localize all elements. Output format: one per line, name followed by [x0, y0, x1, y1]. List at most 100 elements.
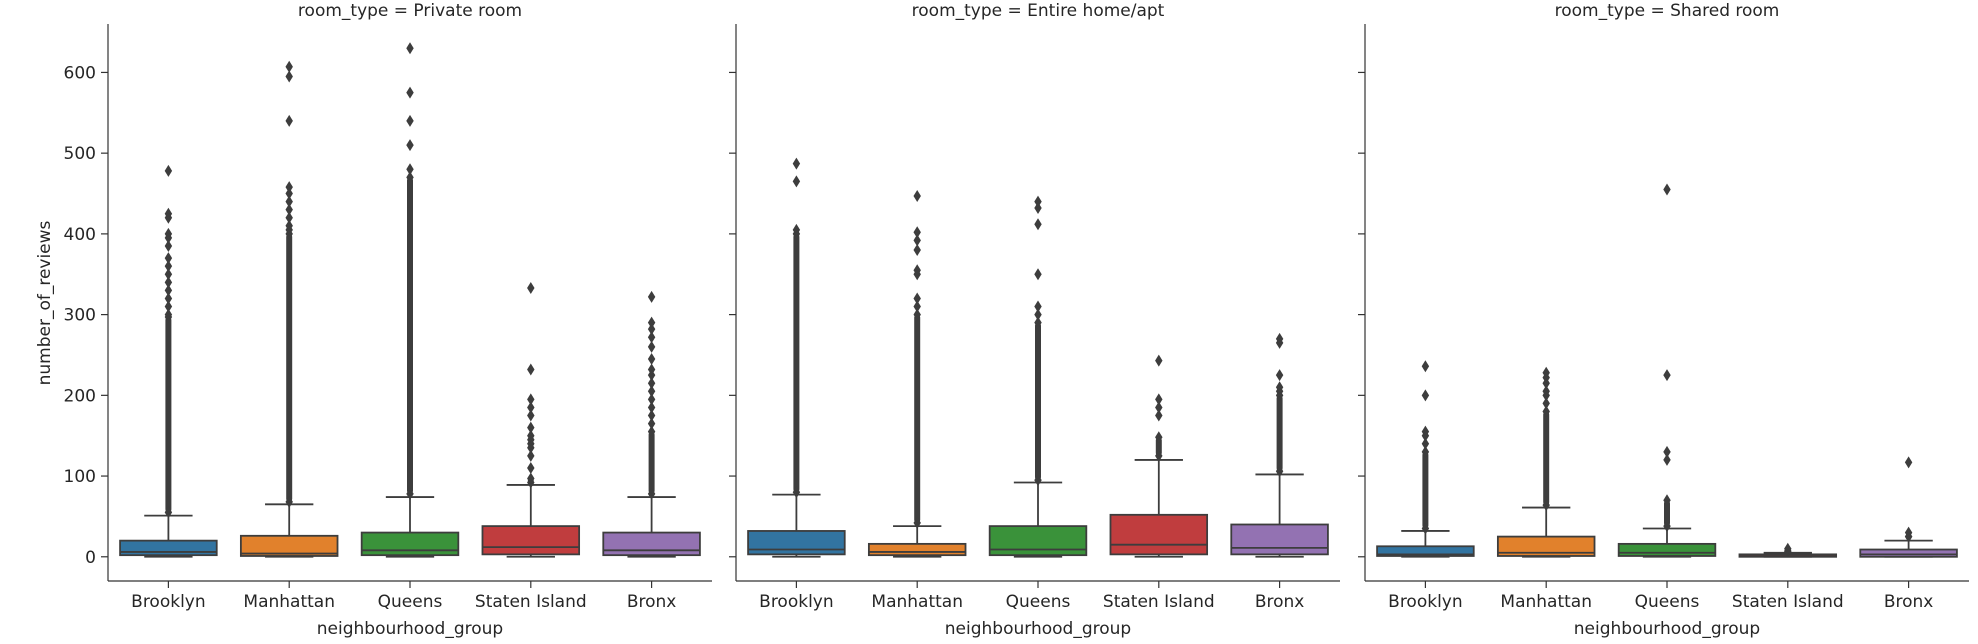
outlier-marker	[164, 239, 173, 252]
outlier-marker	[792, 223, 801, 236]
outlier-marker	[1904, 526, 1913, 539]
outlier-marker	[1275, 465, 1284, 478]
outlier-marker	[164, 276, 173, 289]
outlier-marker	[1034, 268, 1042, 281]
dense-outlier-band	[165, 317, 172, 513]
outlier-marker	[1663, 520, 1671, 533]
outlier-marker	[1542, 366, 1550, 379]
iqr-box	[1496, 535, 1596, 557]
iqr-box	[602, 531, 701, 557]
outlier-marker	[1275, 369, 1284, 382]
outlier-marker	[164, 292, 173, 305]
outlier-marker	[527, 429, 535, 442]
box-manhattan	[239, 60, 339, 558]
iqr-box	[867, 542, 967, 557]
iqr-box	[481, 525, 581, 556]
dense-outlier-band	[286, 233, 293, 502]
x-axis-label: neighbourhood_group	[317, 619, 503, 639]
outlier-marker	[285, 219, 293, 232]
outlier-marker	[647, 385, 656, 398]
outlier-marker	[1421, 389, 1430, 402]
iqr-box	[119, 539, 218, 557]
x-tick-label: Queens	[1006, 592, 1071, 612]
x-tick-label: Bronx	[1884, 592, 1934, 612]
outlier-marker	[1421, 445, 1430, 458]
outlier-marker	[406, 171, 414, 184]
outlier-marker	[1034, 202, 1042, 215]
outlier-marker	[164, 164, 173, 177]
x-tick-label: Queens	[378, 592, 443, 612]
outlier-marker	[527, 363, 535, 376]
outlier-marker	[406, 86, 414, 99]
dense-outlier-band	[1276, 395, 1283, 472]
outlier-marker	[164, 252, 173, 265]
outlier-marker	[164, 268, 173, 281]
box-queens	[360, 42, 460, 558]
box-bronx	[1230, 332, 1329, 558]
outlier-marker	[1275, 381, 1284, 394]
x-tick-label: Bronx	[627, 592, 677, 612]
outlier-marker	[647, 316, 656, 329]
box-bronx	[1859, 456, 1958, 558]
outlier-marker	[913, 234, 921, 247]
outlier-marker	[913, 516, 921, 529]
panel-title: room_type = Shared room	[1555, 1, 1780, 21]
iqr-box	[1617, 542, 1717, 557]
outlier-marker	[1421, 425, 1430, 438]
outlier-marker	[285, 203, 293, 216]
outlier-marker	[285, 70, 293, 83]
x-axis-label: neighbourhood_group	[1574, 619, 1760, 639]
outlier-marker	[527, 472, 535, 485]
dense-outlier-band	[407, 177, 413, 494]
outlier-marker	[527, 449, 535, 462]
y-tick-label: 400	[64, 225, 96, 245]
box-queens	[1617, 183, 1717, 558]
x-tick-label: Queens	[1635, 592, 1700, 612]
x-tick-label: Bronx	[1255, 592, 1305, 612]
outlier-marker	[1034, 474, 1042, 487]
outlier-marker	[647, 323, 656, 336]
outlier-marker	[164, 227, 173, 240]
x-tick-label: Manhattan	[243, 592, 335, 612]
outlier-marker	[164, 260, 173, 273]
iqr-box	[1376, 545, 1475, 557]
outlier-marker	[1034, 218, 1042, 231]
y-tick-label: 300	[64, 306, 96, 326]
outlier-marker	[164, 207, 173, 220]
outlier-marker	[1663, 183, 1671, 196]
outlier-marker	[1034, 316, 1042, 329]
outlier-marker	[164, 300, 173, 313]
x-tick-label: Staten Island	[1732, 592, 1844, 612]
outlier-marker	[1034, 195, 1042, 208]
dense-outlier-band	[914, 314, 921, 523]
outlier-marker	[527, 461, 535, 474]
outlier-marker	[164, 308, 173, 321]
outlier-marker	[285, 195, 293, 208]
panel-title: room_type = Private room	[298, 1, 522, 21]
outlier-marker	[1155, 409, 1163, 422]
outlier-marker	[913, 264, 921, 277]
box-manhattan	[1496, 366, 1596, 558]
outlier-marker	[406, 114, 414, 127]
outlier-marker	[1663, 453, 1671, 466]
outlier-marker	[647, 331, 656, 344]
outlier-marker	[647, 487, 656, 500]
iqr-box	[360, 531, 460, 557]
iqr-box	[239, 534, 339, 557]
x-tick-label: Staten Island	[475, 592, 587, 612]
y-axis-label: number_of_reviews	[35, 220, 55, 385]
dense-outlier-band	[1543, 411, 1550, 506]
dense-outlier-band	[648, 431, 655, 494]
outlier-marker	[1155, 431, 1163, 444]
outlier-marker	[1542, 405, 1550, 418]
outlier-marker	[1155, 401, 1163, 414]
panel-1: room_type = Private room 0 100 200 300 400 500…	[64, 1, 712, 639]
dense-outlier-band	[1422, 451, 1429, 529]
outlier-marker	[1155, 393, 1163, 406]
x-tick-label: Brooklyn	[1388, 592, 1462, 612]
outlier-marker	[1155, 354, 1163, 367]
outlier-marker	[647, 425, 656, 438]
x-tick-label: Manhattan	[1500, 592, 1592, 612]
dense-outlier-band	[793, 233, 800, 493]
